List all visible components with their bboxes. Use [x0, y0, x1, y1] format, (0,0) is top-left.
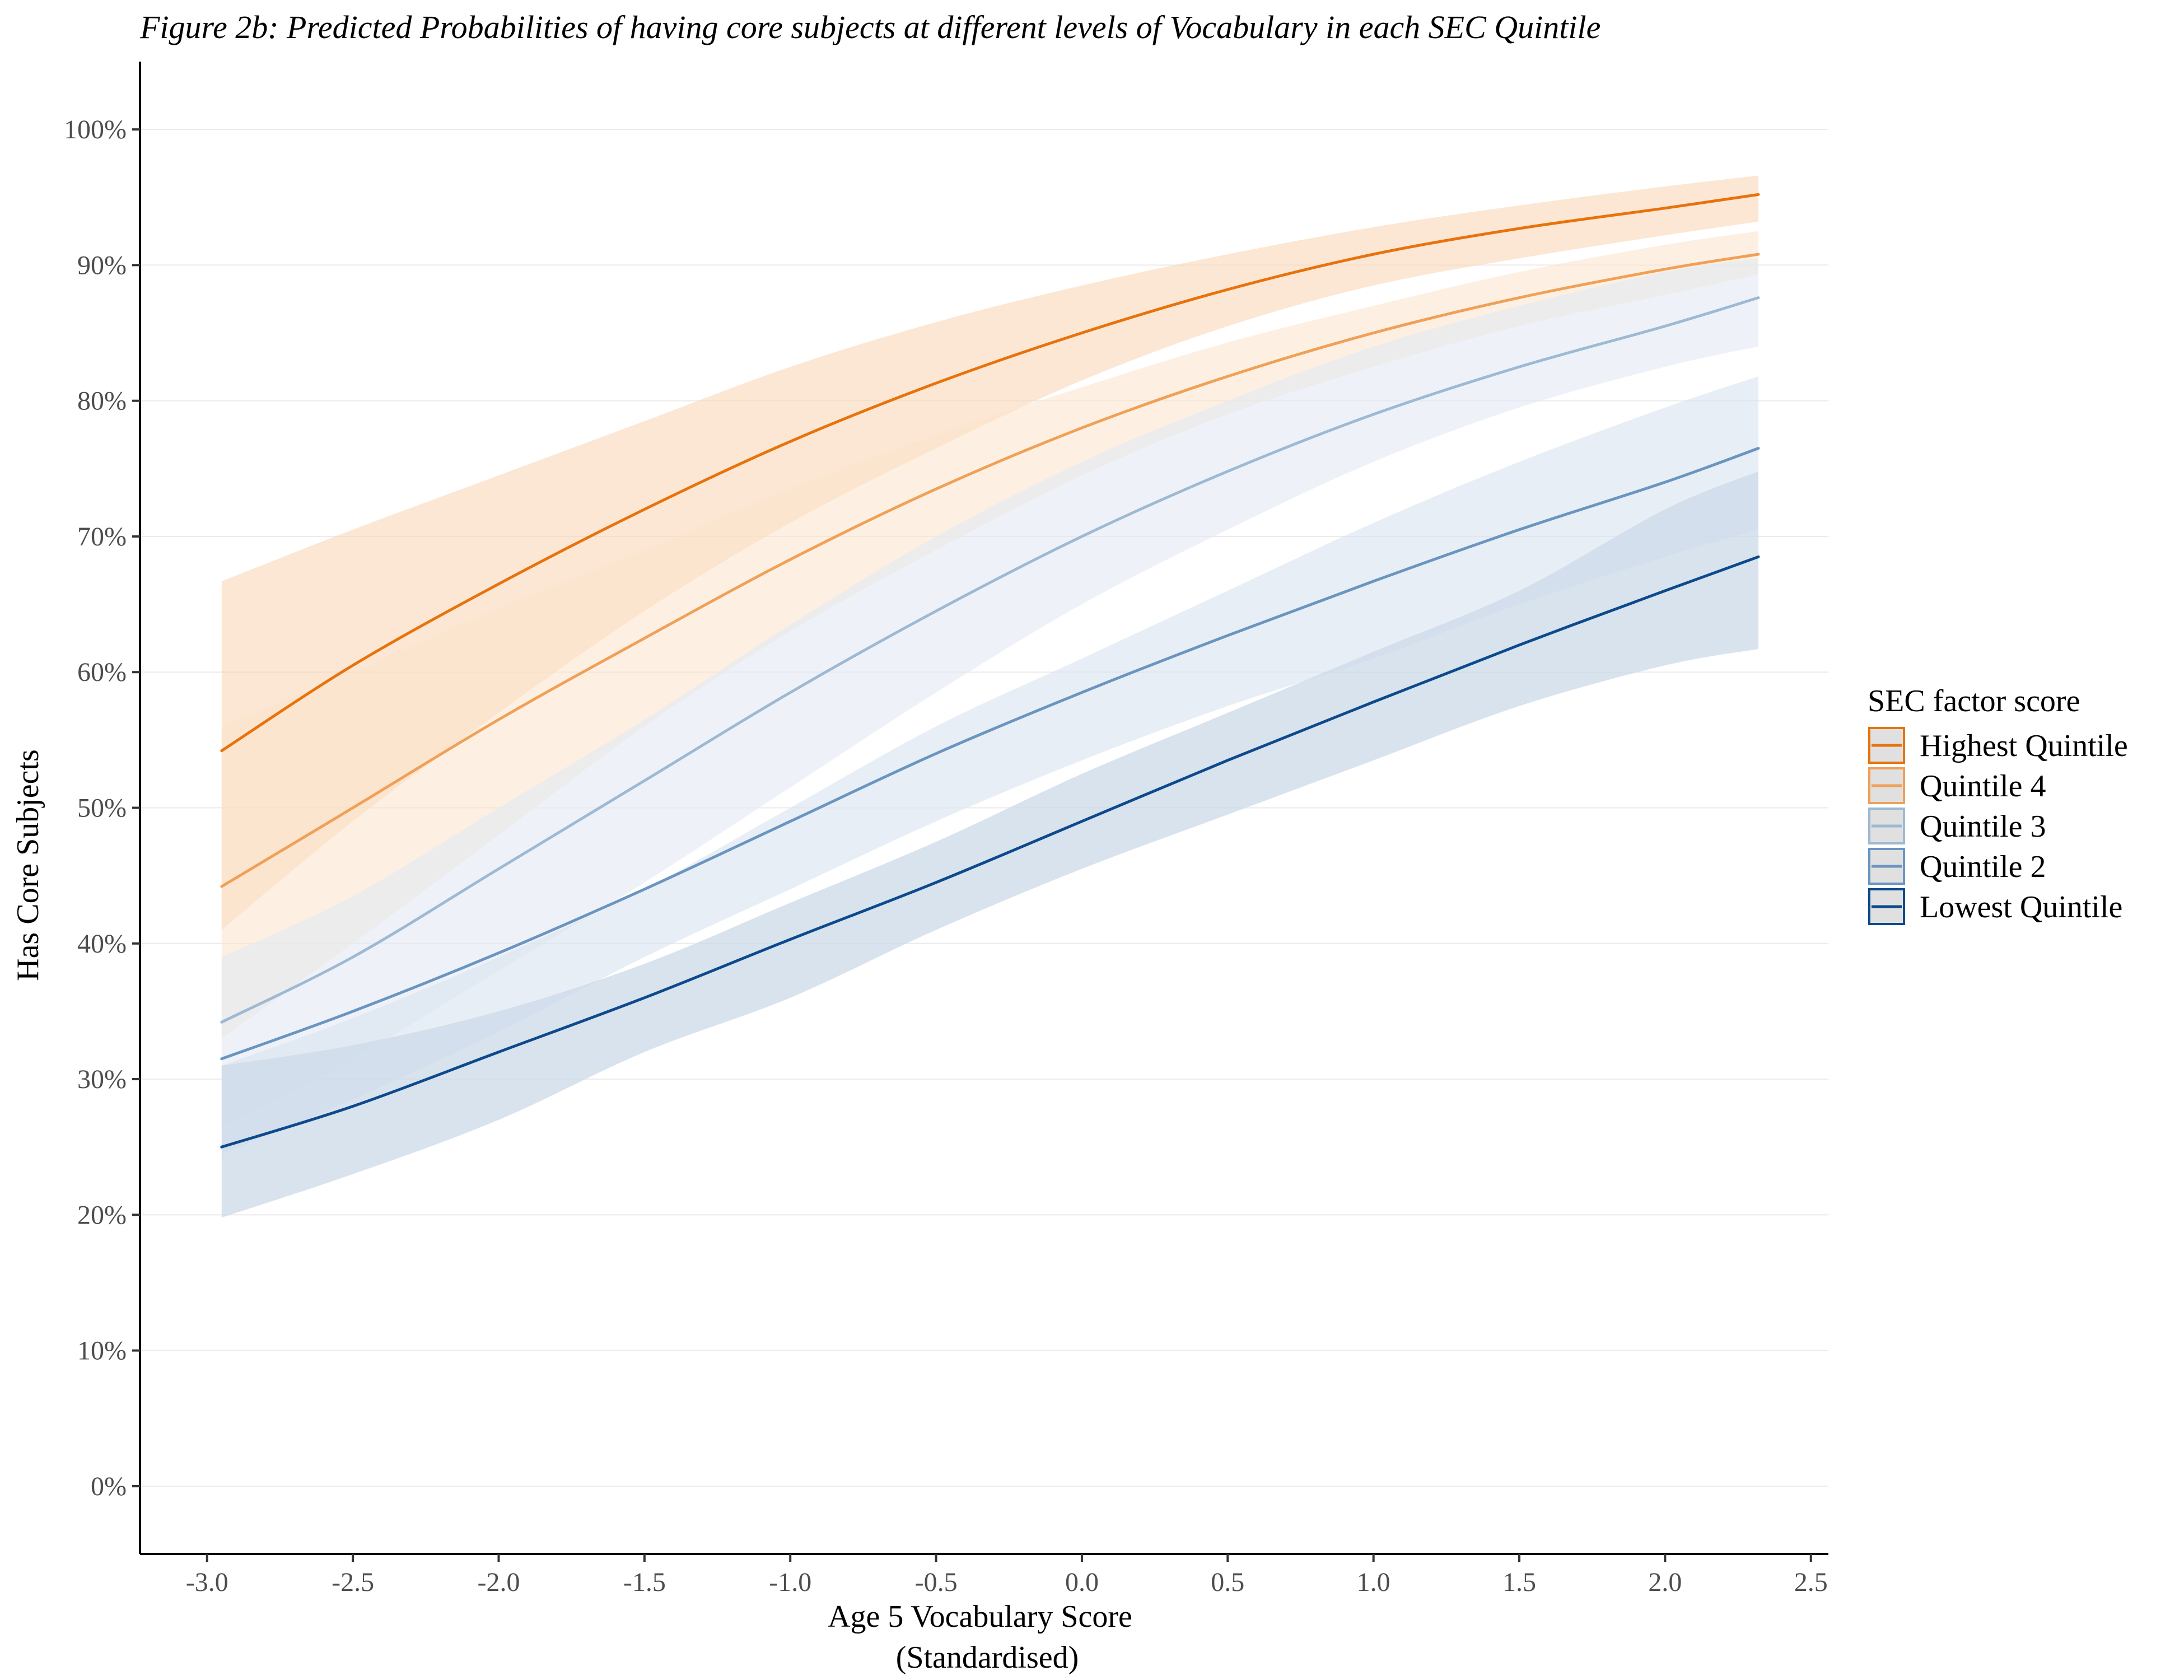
y-axis-title: Has Core Subjects [11, 749, 45, 981]
x-tick-label: 0.5 [1211, 1567, 1244, 1597]
legend-item: Quintile 2 [1868, 848, 2046, 885]
chart-title: Figure 2b: Predicted Probabilities of ha… [139, 9, 1600, 45]
x-tick-label: 1.5 [1502, 1567, 1536, 1597]
x-tick-label: 1.0 [1357, 1567, 1390, 1597]
confidence-band-highest-quintile [221, 175, 1758, 930]
y-tick-label: 70% [77, 522, 127, 552]
y-tick-label: 30% [77, 1065, 127, 1094]
legend-item: Highest Quintile [1868, 727, 2128, 764]
y-ticks: 0% 10% 20% 30% 40% 50% 60% 70% 80% 90% 100% [64, 115, 140, 1501]
x-tick-label: 2.0 [1648, 1567, 1682, 1597]
y-tick-label: 100% [64, 115, 127, 144]
y-tick-label: 20% [77, 1200, 127, 1230]
series-line-highest-quintile [220, 193, 1760, 753]
series-line-lowest-quintile [220, 555, 1760, 1149]
legend-label: Quintile 3 [1920, 809, 2046, 844]
y-tick-label: 10% [77, 1336, 127, 1366]
legend-label: Quintile 4 [1920, 769, 2046, 804]
confidence-band-lowest-quintile [221, 471, 1758, 1218]
confidence-bands [221, 175, 1758, 1218]
x-tick-label: -2.5 [332, 1567, 374, 1597]
legend-item: Quintile 4 [1868, 767, 2046, 804]
series-line-quintile-4 [220, 253, 1760, 888]
x-axis-title-line1: Age 5 Vocabulary Score [828, 1599, 1132, 1634]
y-tick-label: 50% [77, 794, 127, 823]
legend-item: Lowest Quintile [1868, 888, 2122, 925]
x-axis-title-line2: (Standardised) [896, 1640, 1079, 1675]
legend-label: Quintile 2 [1920, 850, 2046, 884]
series-lines [220, 193, 1760, 1149]
legend-item: Quintile 3 [1868, 808, 2046, 844]
legend: SEC factor score Highest Quintile Quintil… [1868, 684, 2128, 925]
x-tick-label: 2.5 [1794, 1567, 1828, 1597]
x-tick-label: -0.5 [915, 1567, 958, 1597]
y-tick-label: 40% [77, 929, 127, 959]
y-tick-label: 0% [91, 1472, 127, 1501]
x-tick-label: -2.0 [478, 1567, 520, 1597]
series-line-quintile-3 [220, 296, 1760, 1024]
x-ticks: -3.0 -2.5 -2.0 -1.5 -1.0 -0.5 0.0 0.5 1.0 1.5 2.0 2… [186, 1554, 1828, 1597]
confidence-band-quintile-2 [221, 376, 1758, 1154]
legend-label: Lowest Quintile [1920, 890, 2122, 925]
legend-label: Highest Quintile [1920, 729, 2128, 763]
y-tick-label: 80% [77, 386, 127, 416]
y-tick-label: 90% [77, 250, 127, 280]
series-line-quintile-2 [220, 447, 1760, 1061]
x-tick-label: -1.5 [623, 1567, 666, 1597]
x-tick-label: -3.0 [186, 1567, 228, 1597]
y-tick-label: 60% [77, 657, 127, 687]
legend-title: SEC factor score [1868, 684, 2080, 718]
confidence-band-quintile-4 [221, 231, 1758, 1039]
x-tick-label: -1.0 [769, 1567, 811, 1597]
x-tick-label: 0.0 [1065, 1567, 1099, 1597]
